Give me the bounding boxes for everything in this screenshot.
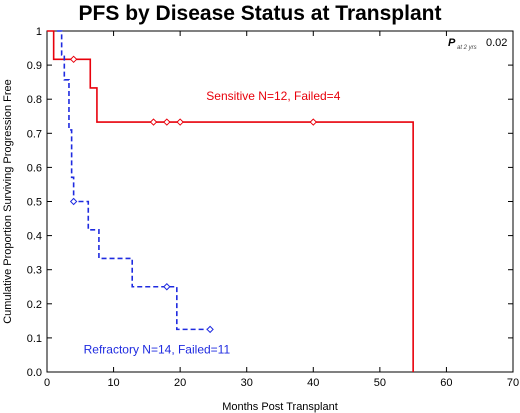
x-tick-label: 40: [307, 377, 319, 389]
censor-marker: [163, 283, 171, 291]
y-tick-label: 0.0: [27, 367, 42, 379]
y-tick-label: 1: [36, 26, 42, 38]
plot-frame: [46, 30, 514, 373]
series-line-sensitive: [47, 30, 414, 372]
censor-marker: [206, 325, 214, 334]
y-tick-label: 0.7: [27, 128, 42, 140]
y-tick-label: 0.2: [27, 299, 42, 311]
y-tick-label: 0.1: [27, 333, 42, 345]
x-tick-label: 10: [107, 377, 119, 389]
x-tick-label: 50: [374, 377, 386, 389]
x-tick-label: 60: [440, 377, 452, 389]
pvalue-label: P: [448, 37, 456, 49]
censor-marker: [149, 118, 158, 126]
x-tick-label: 70: [507, 377, 519, 389]
x-tick-label: 20: [174, 377, 186, 389]
y-tick-label: 0.4: [27, 231, 42, 243]
censor-marker: [176, 118, 184, 126]
x-tick-label: 30: [241, 377, 253, 389]
y-tick-label: 0.5: [27, 197, 42, 209]
series-line-refractory: [56, 30, 211, 331]
pvalue-subscript: at 2 yrs: [457, 45, 477, 51]
series-label-refractory: Refractory N=14, Failed=11: [84, 342, 231, 356]
y-tick-label: 0.3: [27, 265, 42, 277]
chart-title: PFS by Disease Status at Transplant: [78, 2, 442, 25]
y-tick-label: 0.8: [27, 94, 42, 106]
y-tick-label: 0.6: [27, 162, 42, 174]
series-label-sensitive: Sensitive N=12, Failed=4: [206, 89, 340, 103]
y-tick-label: 0.9: [27, 60, 42, 72]
censor-marker: [163, 118, 171, 126]
pvalue-value: 0.02: [486, 37, 507, 49]
x-tick-label: 0: [44, 377, 50, 389]
y-axis-title: Cumulative Proportion Surviving Progress…: [2, 79, 14, 324]
censor-marker: [69, 197, 78, 206]
censor-marker: [309, 118, 317, 126]
x-axis-title: Months Post Transplant: [222, 401, 338, 413]
censor-marker: [69, 55, 78, 64]
